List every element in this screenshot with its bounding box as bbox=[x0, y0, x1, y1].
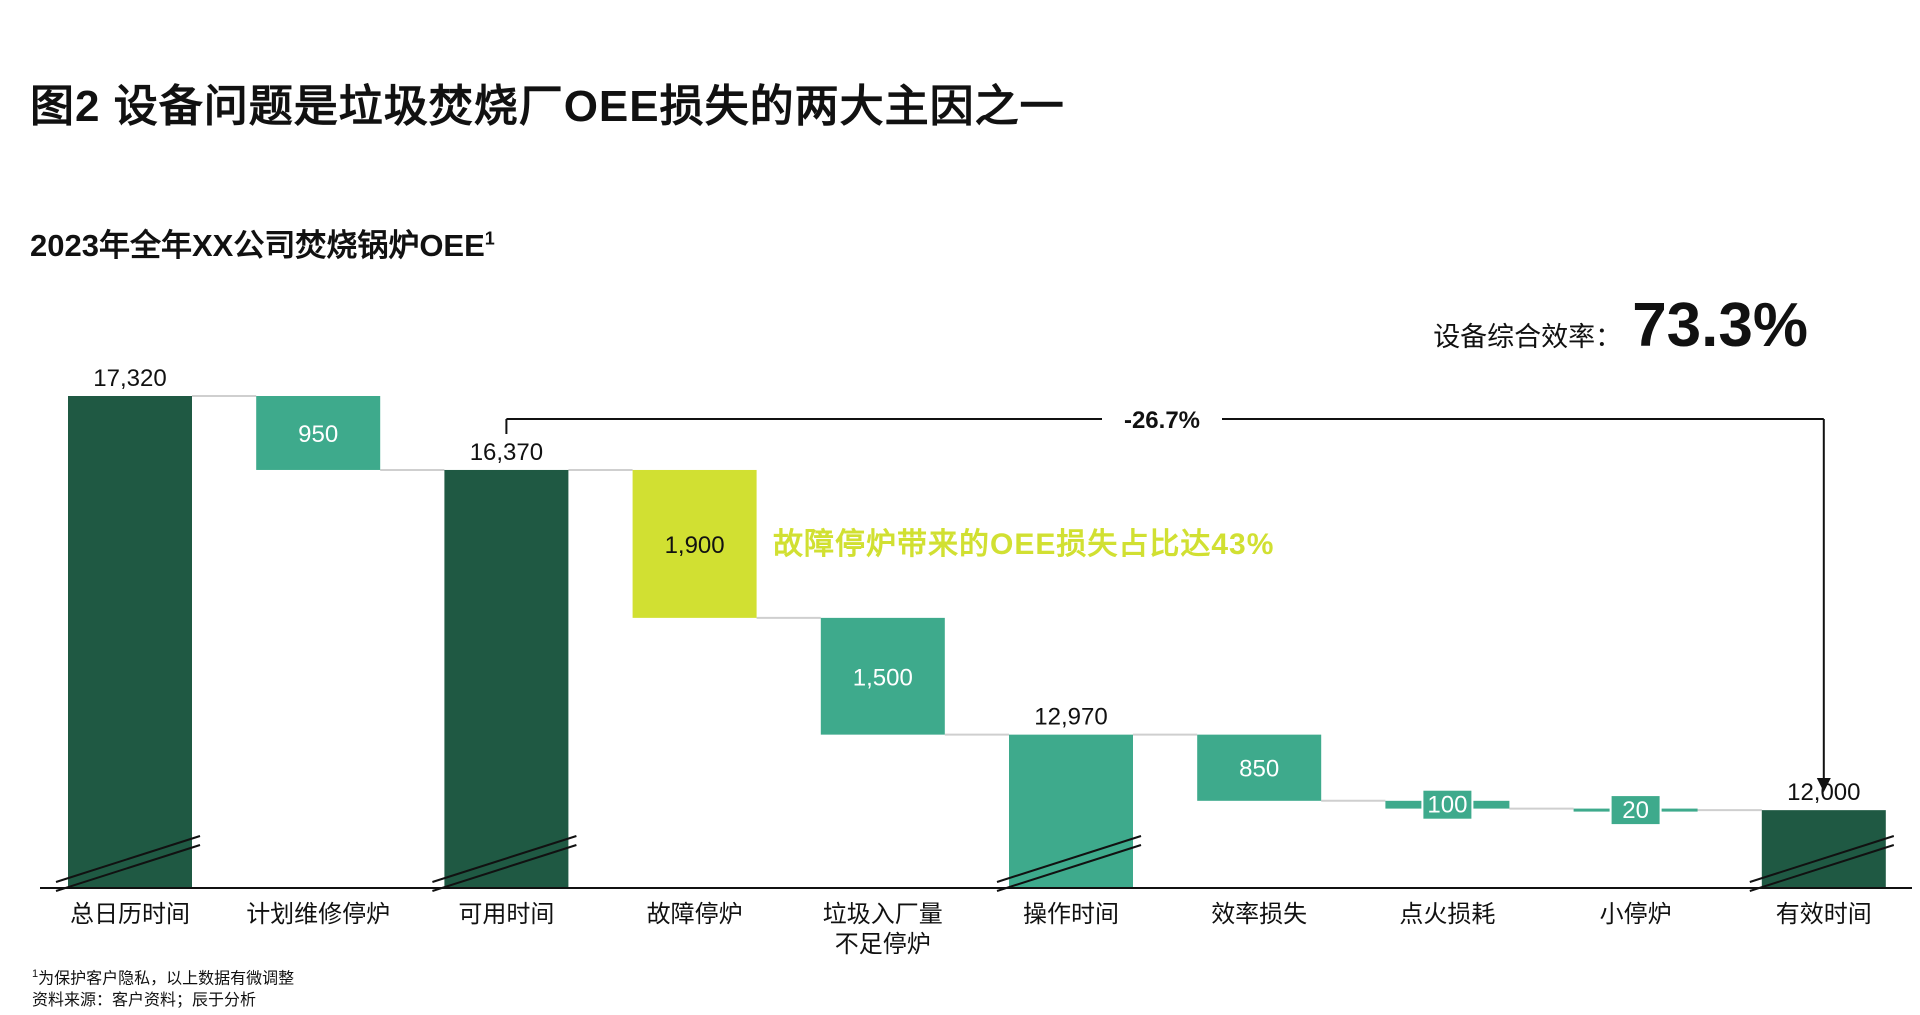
bar-available-time bbox=[444, 469, 569, 888]
axis-break-mark bbox=[996, 835, 1142, 883]
chart-subtitle-text: 2023年全年XX公司焚烧锅炉OEE bbox=[30, 228, 485, 263]
category-label-minor-shutdown: 小停炉 bbox=[1600, 900, 1672, 928]
category-label-planned-maintenance: 计划维修停炉 bbox=[246, 900, 390, 928]
chart-subtitle: 2023年全年XX公司焚烧锅炉OEE1 bbox=[30, 220, 495, 265]
value-label-planned-maintenance: 950 bbox=[298, 421, 338, 448]
axis-break-mark bbox=[55, 844, 201, 892]
oee-label: 设备综合效率： bbox=[1433, 322, 1623, 352]
value-label-available-time: 16,370 bbox=[470, 439, 543, 466]
category-label-effective-time: 有效时间 bbox=[1776, 900, 1872, 928]
axis-break-mark bbox=[996, 844, 1142, 892]
value-badge-ignition-loss bbox=[1421, 788, 1474, 821]
oee-value: 73.3% bbox=[1632, 291, 1808, 360]
bar-planned-maintenance bbox=[256, 396, 381, 470]
bar-efficiency-loss bbox=[1197, 734, 1322, 801]
bar-fault-shutdown bbox=[632, 469, 757, 618]
category-label-available-time: 可用时间 bbox=[458, 900, 554, 928]
axis-break-mark bbox=[1749, 844, 1895, 892]
category-label-efficiency-loss: 效率损失 bbox=[1211, 900, 1307, 928]
value-label-efficiency-loss: 850 bbox=[1239, 756, 1279, 783]
axis-break-mark bbox=[432, 835, 577, 883]
bar-waste-insufficient bbox=[820, 617, 945, 735]
oee-summary: 设备综合效率： 73.3% bbox=[1433, 290, 1808, 361]
value-label-ignition-loss: 100 bbox=[1427, 792, 1467, 819]
value-label-operating-time: 12,970 bbox=[1034, 704, 1107, 731]
axis-break-mark bbox=[55, 835, 201, 883]
bar-effective-time bbox=[1761, 810, 1886, 888]
value-label-minor-shutdown: 20 bbox=[1622, 797, 1649, 824]
value-label-fault-shutdown: 1,900 bbox=[665, 532, 725, 559]
category-label-total-calendar: 总日历时间 bbox=[70, 900, 190, 928]
footnotes: 1为保护客户隐私，以上数据有微调整 资料来源：客户资料；辰于分析 bbox=[32, 963, 294, 1012]
privacy-note: 1为保护客户隐私，以上数据有微调整 bbox=[32, 963, 294, 990]
page-title: 图2 设备问题是垃圾焚烧厂OEE损失的两大主因之一 bbox=[30, 82, 1065, 131]
value-label-total-calendar: 17,320 bbox=[93, 365, 166, 392]
value-label-waste-insufficient: 1,500 bbox=[853, 664, 913, 691]
privacy-note-text: 为保护客户隐私，以上数据有微调整 bbox=[38, 970, 295, 988]
value-badge-minor-shutdown bbox=[1609, 794, 1662, 827]
bar-operating-time bbox=[1009, 734, 1133, 888]
category-label-waste-insufficient: 垃圾入厂量 bbox=[823, 900, 943, 928]
category-label-ignition-loss: 点火损耗 bbox=[1399, 900, 1495, 928]
axis-break-mark bbox=[432, 844, 577, 892]
category-label-waste-insufficient: 不足停炉 bbox=[835, 930, 931, 958]
axis-break-mark bbox=[1749, 835, 1895, 883]
chart-subtitle-footnote-mark: 1 bbox=[484, 228, 495, 249]
fault-callout: 故障停炉带来的OEE损失占比达43% bbox=[773, 527, 1274, 561]
bar-total-calendar bbox=[68, 396, 192, 888]
bracket-arrow-head bbox=[1816, 778, 1831, 792]
category-label-operating-time: 操作时间 bbox=[1023, 900, 1119, 928]
source-note: 资料来源：客户资料；辰于分析 bbox=[32, 992, 257, 1010]
privacy-note-mark: 1 bbox=[32, 968, 39, 980]
bracket-label: -26.7% bbox=[1124, 407, 1200, 434]
category-label-fault-shutdown: 故障停炉 bbox=[647, 900, 743, 928]
